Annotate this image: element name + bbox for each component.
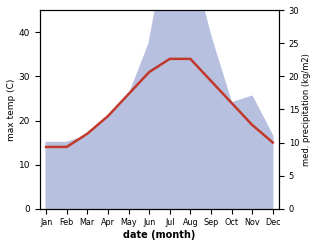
Y-axis label: med. precipitation (kg/m2): med. precipitation (kg/m2) [302,53,311,166]
X-axis label: date (month): date (month) [123,230,196,240]
Y-axis label: max temp (C): max temp (C) [7,78,16,141]
